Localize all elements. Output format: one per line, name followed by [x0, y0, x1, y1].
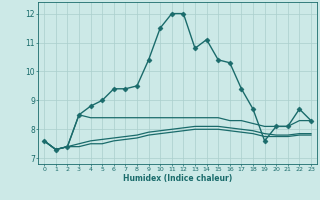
X-axis label: Humidex (Indice chaleur): Humidex (Indice chaleur)	[123, 174, 232, 183]
